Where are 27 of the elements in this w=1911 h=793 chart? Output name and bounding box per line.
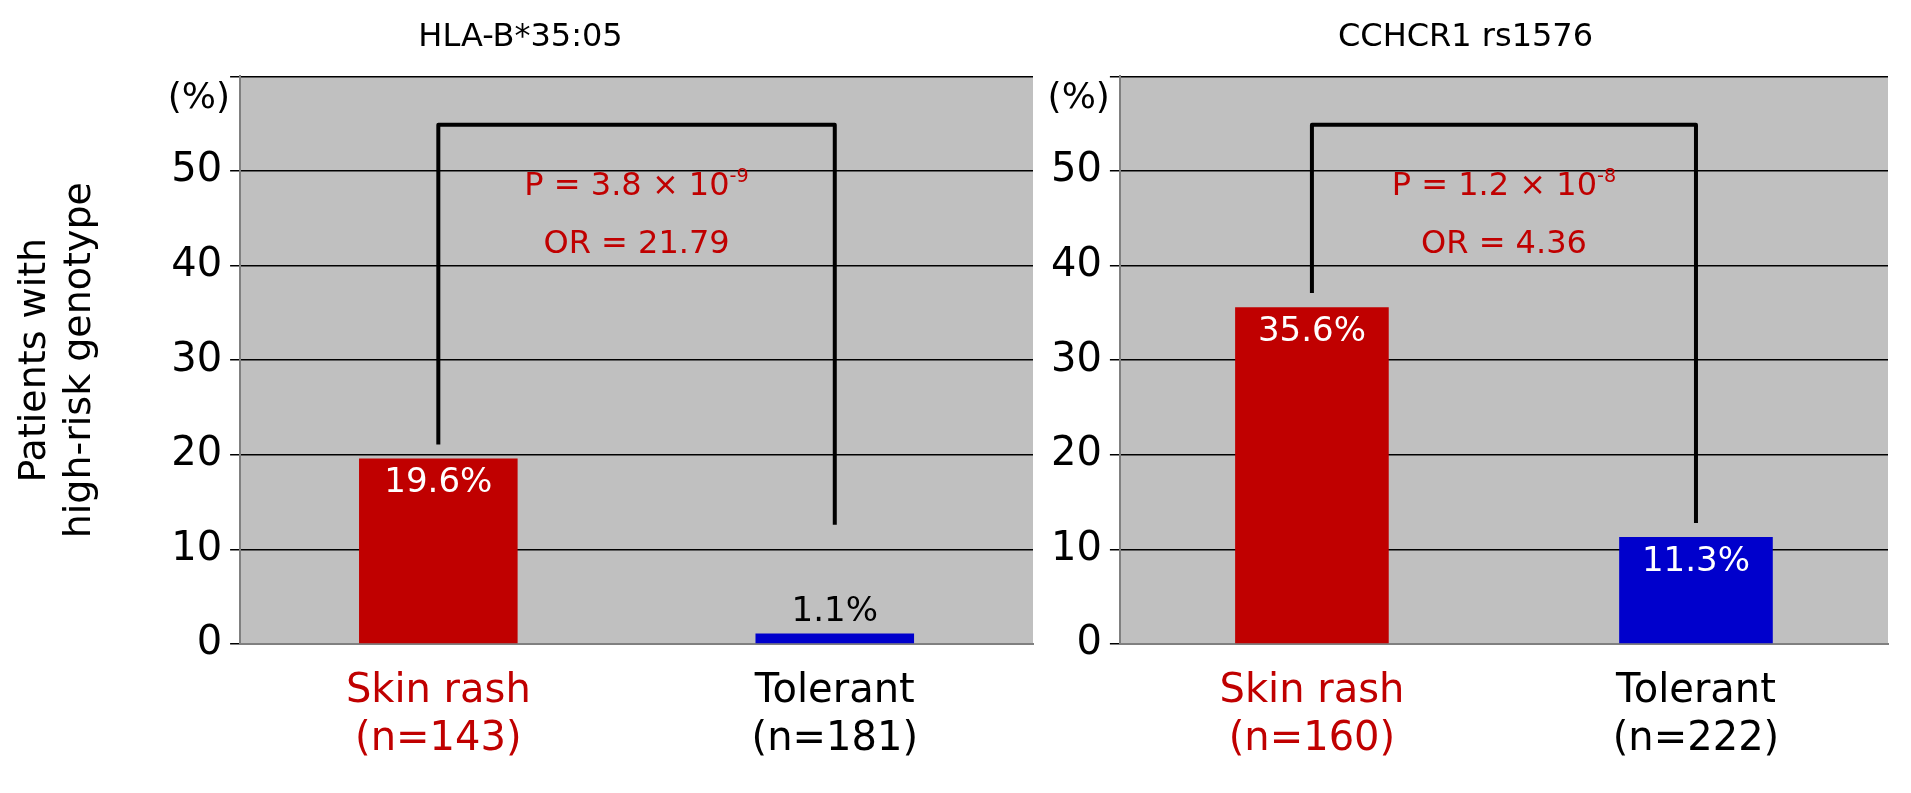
x-tick-label: Skin rash (n=160) [1219,665,1405,760]
y-tick-label: 50 [171,144,223,191]
text: (%) [1047,74,1110,116]
x-tick-label: Tolerant (n=222) [1612,665,1780,760]
y-tick-label: 10 [1050,522,1102,569]
y-tick-label: 10 [171,522,223,569]
data-label: 35.6% [1257,309,1366,350]
data-label: 1.1% [791,589,878,630]
data-label: 11.3% [1641,538,1750,579]
y-tick-label: 0 [1076,617,1102,664]
y-tick-label: 30 [1050,333,1102,380]
y-tick-label: 40 [171,238,223,285]
y-tick-label: 20 [1050,428,1102,475]
annotation: OR = 21.79 [543,222,730,261]
annotation: OR = 4.36 [1421,222,1587,261]
y-tick-label: 50 [1050,144,1102,191]
chart-title: CCHCR1 rs1576 [1337,15,1594,54]
x-tick-label: Skin rash (n=143) [345,665,531,760]
text: (%) [167,74,231,116]
x-tick-label: Tolerant (n=181) [751,665,918,760]
data-label: 19.6% [384,460,493,501]
chart-title: HLA-B*35:05 [418,15,623,54]
y-tick-label: 40 [1050,238,1102,285]
y-tick-label: 30 [171,333,223,380]
y-tick-label: 20 [171,428,223,475]
y-tick-label: 0 [196,617,223,664]
y-axis-title: Patients with high-risk genotype [9,182,100,539]
